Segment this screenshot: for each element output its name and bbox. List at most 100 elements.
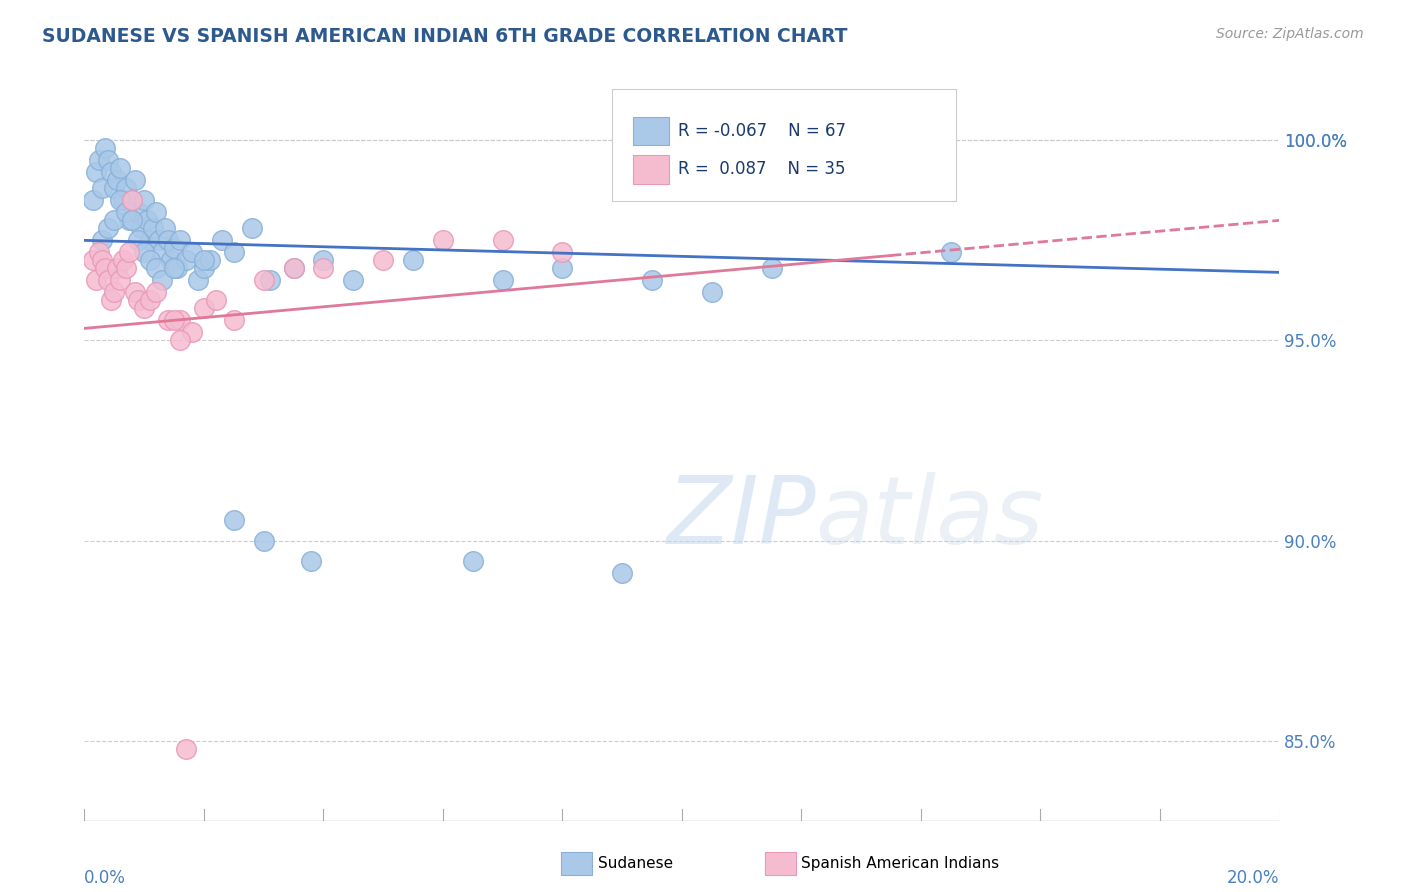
- Point: [105, 173, 128, 187]
- Point: [148, 233, 170, 247]
- Point: [91, 233, 114, 247]
- Point: [163, 241, 186, 255]
- Point: [127, 205, 149, 219]
- Point: [283, 261, 305, 276]
- Point: [145, 261, 167, 276]
- Point: [222, 514, 245, 528]
- Point: [132, 301, 156, 316]
- Point: [145, 285, 167, 300]
- Point: [761, 261, 783, 276]
- Text: 0.0%: 0.0%: [84, 869, 127, 887]
- Text: Source: ZipAtlas.com: Source: ZipAtlas.com: [1216, 27, 1364, 41]
- Point: [551, 245, 574, 260]
- Point: [89, 245, 111, 260]
- Point: [139, 253, 162, 268]
- Point: [301, 553, 323, 567]
- Point: [939, 245, 962, 260]
- Point: [312, 261, 335, 276]
- Point: [121, 194, 143, 208]
- Point: [94, 261, 117, 276]
- Text: atlas: atlas: [815, 472, 1043, 563]
- Point: [342, 273, 364, 287]
- Text: Spanish American Indians: Spanish American Indians: [801, 856, 1000, 871]
- Point: [86, 273, 108, 287]
- Point: [103, 285, 125, 300]
- Point: [97, 221, 120, 235]
- Point: [118, 245, 141, 260]
- Point: [222, 313, 245, 327]
- Point: [153, 221, 176, 235]
- Point: [222, 245, 245, 260]
- Point: [174, 741, 197, 756]
- Point: [150, 245, 173, 260]
- Point: [193, 253, 215, 268]
- Point: [110, 161, 132, 176]
- Point: [169, 313, 191, 327]
- Point: [253, 273, 276, 287]
- Point: [112, 194, 135, 208]
- Point: [259, 273, 281, 287]
- Point: [612, 566, 634, 580]
- Point: [127, 233, 149, 247]
- Point: [115, 181, 138, 195]
- Point: [89, 153, 111, 168]
- Point: [492, 273, 515, 287]
- Point: [124, 285, 146, 300]
- Point: [312, 253, 335, 268]
- Point: [492, 233, 515, 247]
- Point: [115, 205, 138, 219]
- Point: [205, 293, 228, 308]
- Text: SUDANESE VS SPANISH AMERICAN INDIAN 6TH GRADE CORRELATION CHART: SUDANESE VS SPANISH AMERICAN INDIAN 6TH …: [42, 27, 848, 45]
- Point: [105, 261, 128, 276]
- Point: [641, 273, 664, 287]
- Point: [163, 261, 186, 276]
- Point: [103, 213, 125, 227]
- Text: ZIP: ZIP: [666, 472, 815, 563]
- Point: [181, 245, 204, 260]
- Point: [700, 285, 723, 300]
- Text: 20.0%: 20.0%: [1227, 869, 1279, 887]
- Point: [193, 261, 215, 276]
- Point: [82, 194, 104, 208]
- Point: [198, 253, 221, 268]
- Point: [139, 293, 162, 308]
- Point: [461, 553, 484, 567]
- Point: [91, 253, 114, 268]
- Point: [157, 313, 180, 327]
- Point: [163, 313, 186, 327]
- Point: [86, 165, 108, 179]
- Point: [91, 181, 114, 195]
- Point: [402, 253, 425, 268]
- Point: [160, 253, 183, 268]
- Point: [127, 293, 149, 308]
- Point: [551, 261, 574, 276]
- Point: [174, 253, 197, 268]
- Point: [82, 253, 104, 268]
- Point: [145, 205, 167, 219]
- Point: [136, 213, 159, 227]
- Point: [132, 245, 156, 260]
- Point: [373, 253, 395, 268]
- Point: [240, 221, 263, 235]
- Point: [110, 194, 132, 208]
- Text: R = -0.067    N = 67: R = -0.067 N = 67: [678, 122, 845, 140]
- Point: [187, 273, 209, 287]
- Point: [100, 165, 122, 179]
- Point: [115, 261, 138, 276]
- Point: [121, 194, 143, 208]
- Point: [211, 233, 233, 247]
- Point: [124, 173, 146, 187]
- Point: [432, 233, 454, 247]
- Point: [193, 301, 215, 316]
- Point: [118, 213, 141, 227]
- Point: [166, 261, 188, 276]
- Point: [181, 326, 204, 340]
- Point: [112, 253, 135, 268]
- Point: [132, 194, 156, 208]
- Point: [129, 221, 152, 235]
- Point: [139, 233, 162, 247]
- Point: [97, 273, 120, 287]
- Text: Sudanese: Sudanese: [598, 856, 672, 871]
- Point: [103, 181, 125, 195]
- Point: [94, 141, 117, 155]
